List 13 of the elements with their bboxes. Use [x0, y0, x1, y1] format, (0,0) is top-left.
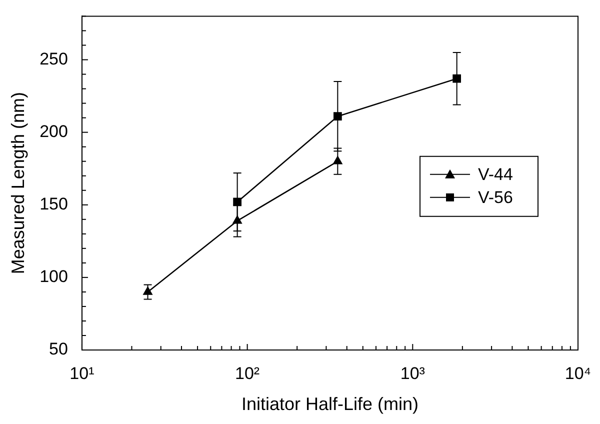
y-tick-label: 250: [40, 49, 68, 68]
y-tick-label: 100: [40, 267, 68, 286]
y-tick-label: 200: [40, 122, 68, 141]
legend-label: V-56: [478, 188, 513, 208]
y-tick-label: 50: [49, 340, 68, 359]
y-tick-label: 150: [40, 194, 68, 214]
x-axis-title: Initiator Half-Life (min): [241, 394, 419, 414]
x-tick-label: 10¹: [70, 364, 95, 383]
legend-label: V-44: [478, 165, 513, 184]
y-axis-title: Measured Length (nm): [8, 92, 28, 274]
x-tick-label: 10⁴: [564, 364, 592, 383]
x-tick-label: 10²: [235, 364, 260, 383]
x-tick-label: 10³: [400, 364, 426, 383]
